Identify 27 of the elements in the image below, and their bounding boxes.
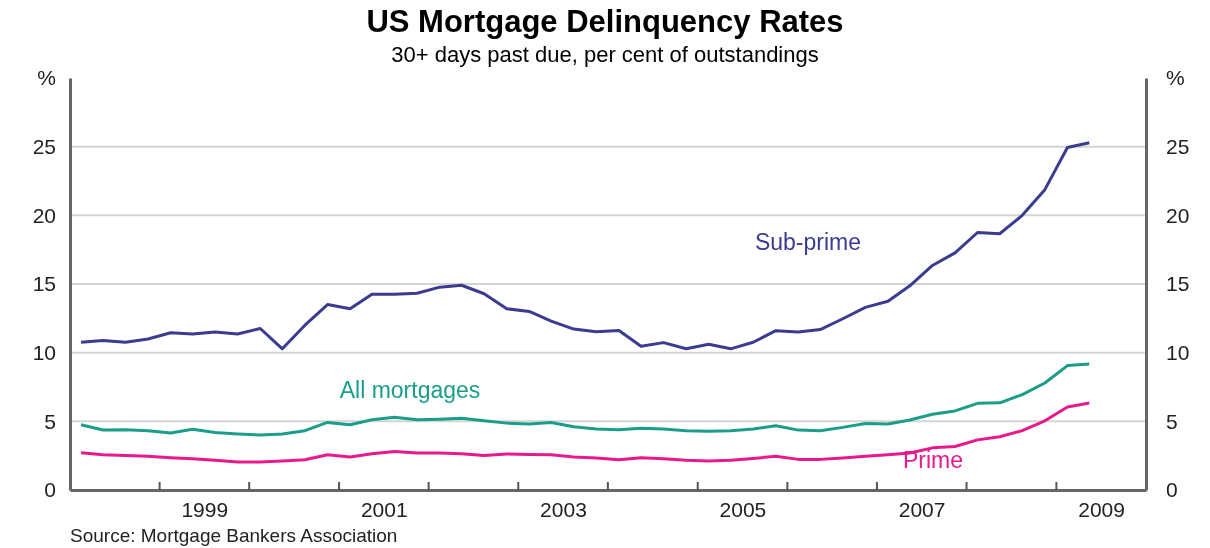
- y-tick-label: 5: [44, 409, 56, 433]
- chart-subtitle: 30+ days past due, per cent of outstandings: [391, 42, 819, 67]
- y-tick-label: 15: [32, 272, 56, 296]
- x-tick-label: 2007: [898, 497, 946, 521]
- x-tick-label: 2005: [719, 497, 767, 521]
- x-tick-label: 2009: [1078, 497, 1125, 521]
- y2-tick-label: 15: [1166, 272, 1190, 296]
- y2-tick-label: 5: [1166, 409, 1178, 433]
- line-series: [79, 141, 1091, 351]
- y-tick-label: %: [37, 66, 56, 90]
- y2-tick-label: %: [1166, 66, 1185, 90]
- y2-tick-label: 20: [1166, 203, 1190, 227]
- y-tick-label: 0: [44, 478, 56, 502]
- x-tick-label: 2001: [360, 497, 408, 521]
- text: Sub-prime: [754, 229, 862, 255]
- y-tick-label: 20: [32, 203, 56, 227]
- y2-tick-label: 0: [1166, 478, 1178, 502]
- line-series: [79, 362, 1091, 437]
- y-tick-label: 25: [32, 134, 56, 158]
- y-tick-label: 10: [32, 340, 56, 364]
- y2-tick-label: 25: [1166, 134, 1190, 158]
- chart-title: US Mortgage Delinquency Rates: [366, 4, 844, 39]
- source-note: Source: Mortgage Bankers Association: [70, 525, 398, 546]
- x-tick-label: 1999: [181, 497, 229, 521]
- series-label: All mortgages: [339, 377, 481, 403]
- x-tick-label: 2003: [540, 497, 587, 521]
- y2-tick-label: 10: [1166, 340, 1190, 364]
